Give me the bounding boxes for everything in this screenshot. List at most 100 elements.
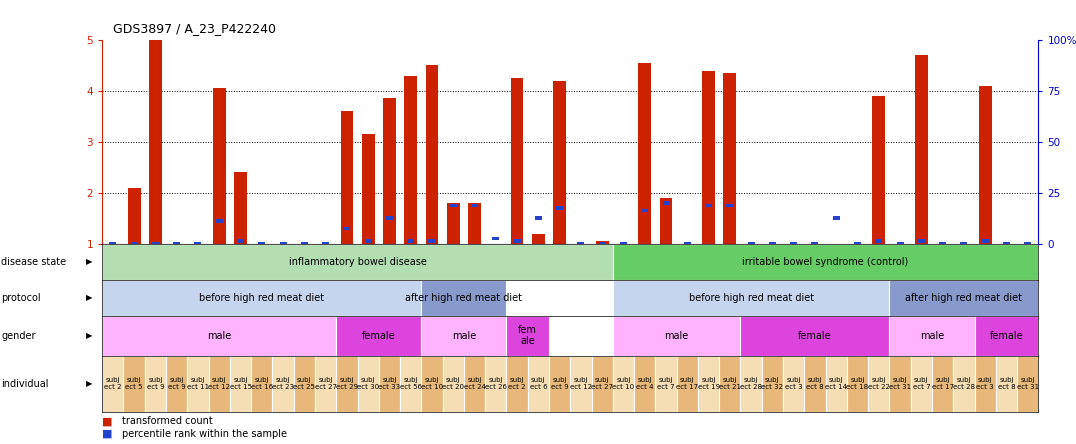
Bar [890, 316, 975, 356]
Bar [102, 280, 422, 316]
Bar [833, 217, 839, 220]
Bar [634, 356, 655, 412]
Text: subj
ect 4: subj ect 4 [636, 377, 653, 390]
Bar [407, 239, 414, 243]
Bar [663, 201, 669, 205]
Bar [825, 356, 847, 412]
Bar [237, 239, 244, 243]
Bar [890, 356, 910, 412]
Bar [426, 65, 438, 244]
Bar [578, 242, 584, 246]
Bar [280, 242, 286, 246]
Bar [315, 356, 336, 412]
Bar [258, 242, 266, 246]
Bar [493, 237, 499, 241]
Bar [383, 98, 396, 244]
Text: female: female [362, 331, 396, 341]
Text: subj
ect 12: subj ect 12 [570, 377, 592, 390]
Text: subj
ect 9: subj ect 9 [551, 377, 568, 390]
Bar [152, 242, 159, 246]
Bar [613, 244, 1038, 280]
Bar [790, 242, 797, 246]
Text: subj
ect 28: subj ect 28 [740, 377, 762, 390]
Bar [148, 40, 161, 244]
Text: subj
ect 17: subj ect 17 [676, 377, 698, 390]
Bar [343, 227, 351, 230]
Bar [322, 242, 329, 246]
Text: subj
ect 2: subj ect 2 [104, 377, 122, 390]
Bar [910, 356, 932, 412]
Text: fem
ale: fem ale [519, 325, 537, 346]
Bar [613, 316, 740, 356]
Bar [145, 356, 166, 412]
Bar [868, 356, 890, 412]
Bar [995, 356, 1017, 412]
Bar [719, 356, 740, 412]
Text: ▶: ▶ [86, 293, 93, 302]
Text: female: female [990, 331, 1023, 341]
Bar [251, 356, 272, 412]
Bar [1024, 242, 1031, 246]
Bar [854, 242, 861, 246]
Bar [301, 242, 308, 246]
Text: after high red meat diet: after high red meat diet [905, 293, 1022, 303]
Text: subj
ect 8: subj ect 8 [806, 377, 824, 390]
Bar [357, 356, 379, 412]
Bar [485, 356, 507, 412]
Bar [570, 356, 592, 412]
Text: subj
ect 22: subj ect 22 [868, 377, 890, 390]
Text: subj
ect 14: subj ect 14 [825, 377, 847, 390]
Bar [379, 356, 400, 412]
Text: ▶: ▶ [86, 331, 93, 340]
Bar [209, 356, 230, 412]
Text: subj
ect 29: subj ect 29 [336, 377, 358, 390]
Text: ▶: ▶ [86, 379, 93, 388]
Bar [336, 316, 422, 356]
Text: subj
ect 28: subj ect 28 [953, 377, 975, 390]
Bar [847, 356, 868, 412]
Bar [272, 356, 294, 412]
Bar [422, 280, 507, 316]
Bar [422, 356, 442, 412]
Text: male: male [920, 331, 944, 341]
Bar [471, 204, 478, 207]
Text: female: female [798, 331, 832, 341]
Bar [975, 316, 1038, 356]
Text: male: male [452, 331, 476, 341]
Text: disease state: disease state [1, 257, 67, 267]
Bar [726, 204, 734, 207]
Bar [532, 234, 544, 244]
Text: irritable bowel syndrome (control): irritable bowel syndrome (control) [742, 257, 909, 267]
Text: subj
ect 9: subj ect 9 [168, 377, 185, 390]
Bar [660, 198, 672, 244]
Bar [102, 356, 124, 412]
Bar [124, 356, 145, 412]
Text: subj
ect 17: subj ect 17 [932, 377, 953, 390]
Text: percentile rank within the sample: percentile rank within the sample [122, 429, 286, 439]
Text: male: male [207, 331, 231, 341]
Bar [422, 316, 507, 356]
Text: inflammatory bowel disease: inflammatory bowel disease [288, 257, 426, 267]
Text: GDS3897 / A_23_P422240: GDS3897 / A_23_P422240 [113, 23, 275, 36]
Bar [507, 356, 527, 412]
Bar [596, 241, 609, 244]
Bar [447, 203, 459, 244]
Bar [450, 204, 457, 207]
Bar [875, 239, 882, 243]
Bar [102, 316, 336, 356]
Bar [187, 356, 209, 412]
Text: subj
ect 20: subj ect 20 [442, 377, 464, 390]
Text: subj
ect 24: subj ect 24 [464, 377, 485, 390]
Bar [655, 356, 677, 412]
Bar [294, 356, 315, 412]
Text: subj
ect 31: subj ect 31 [889, 377, 911, 390]
Bar [975, 356, 995, 412]
Bar [613, 280, 890, 316]
Text: subj
ect 5: subj ect 5 [126, 377, 143, 390]
Text: subj
ect 27: subj ect 27 [314, 377, 337, 390]
Bar [1017, 356, 1038, 412]
Bar [953, 356, 975, 412]
Text: ▶: ▶ [86, 257, 93, 266]
Bar [638, 63, 651, 244]
Bar [442, 356, 464, 412]
